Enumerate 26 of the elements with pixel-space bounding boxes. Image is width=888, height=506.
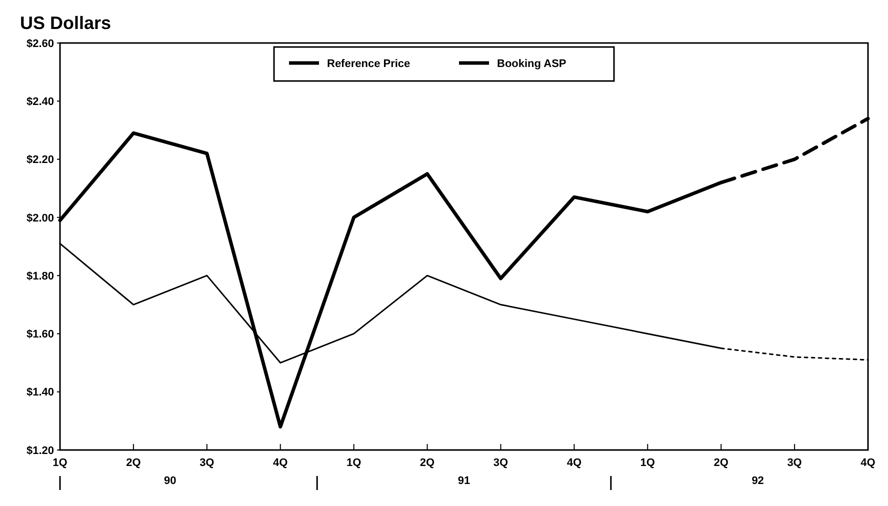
y-tick-label: $1.20	[26, 444, 54, 457]
legend-label: Reference Price	[327, 58, 410, 70]
y-tick-label: $1.60	[26, 328, 54, 341]
x-tick-label: 2Q	[420, 457, 436, 469]
y-tick-label: $2.20	[26, 154, 54, 166]
x-tick-label: 4Q	[273, 457, 288, 469]
y-axis-title: US Dollars	[20, 13, 112, 33]
x-tick-label: 3Q	[787, 457, 802, 469]
x-tick-label: 1Q	[640, 457, 656, 469]
x-tick-label: 1Q	[346, 457, 362, 469]
x-tick-label: 4Q	[860, 457, 876, 469]
x-tick-label: 1Q	[52, 457, 68, 469]
x-tick-label: 3Q	[493, 457, 508, 469]
legend-label: Booking ASP	[497, 58, 566, 70]
y-tick-label: $2.00	[26, 212, 54, 224]
text: 90	[164, 475, 176, 487]
text: 91	[458, 475, 470, 487]
x-tick-label: 3Q	[200, 457, 215, 469]
y-tick-label: $2.40	[26, 96, 54, 108]
x-tick-label: 2Q	[714, 457, 729, 469]
x-tick-label: 4Q	[566, 457, 582, 469]
y-tick-label: $1.80	[26, 270, 54, 282]
y-tick-label: $2.60	[26, 38, 54, 50]
text: 92	[752, 475, 764, 487]
x-tick-label: 2Q	[126, 457, 142, 469]
y-tick-label: $1.40	[26, 386, 54, 399]
